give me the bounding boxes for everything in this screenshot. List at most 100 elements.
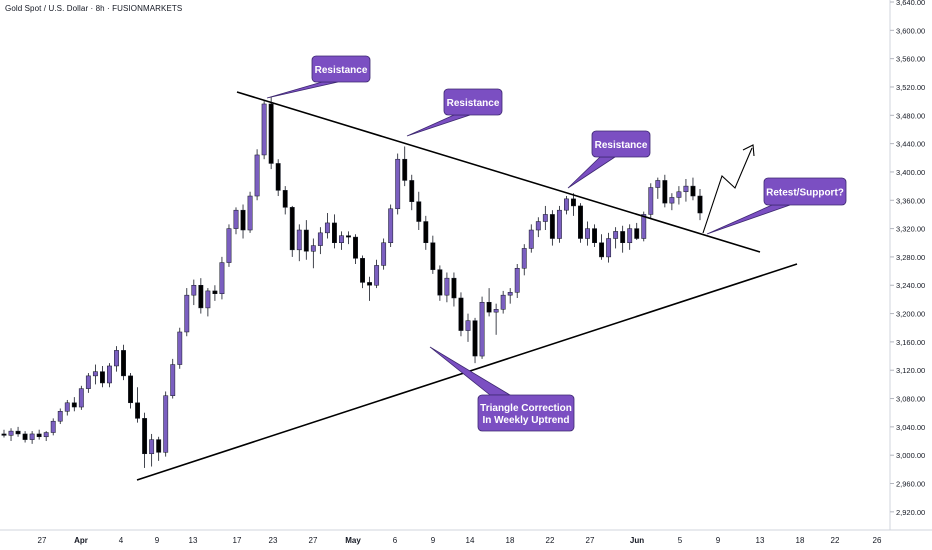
callout-label[interactable]: Triangle Correction In Weekly Uptrend	[429, 346, 575, 432]
price-tick-label: 3,640.00	[896, 0, 925, 7]
candle	[571, 193, 576, 216]
candle	[493, 303, 499, 335]
candle	[29, 431, 35, 444]
candle	[43, 431, 49, 442]
time-tick-label: Apr	[74, 536, 88, 545]
candle	[226, 224, 232, 267]
time-tick-label: 9	[155, 536, 160, 545]
price-tick-label: 3,240.00	[896, 281, 925, 290]
time-tick-label: 13	[756, 536, 765, 545]
candle	[71, 397, 77, 412]
time-tick-label: May	[345, 536, 361, 545]
descending-resistance-line[interactable]	[236, 91, 761, 253]
candle	[388, 204, 394, 248]
candle	[149, 433, 155, 467]
time-axis[interactable]: 27 Apr 4 9 13 17 23 27 May 6 9 14 18 22 27 Jun 5 9 13 18 22 2…	[0, 529, 932, 545]
callout-label[interactable]: Resistance	[567, 130, 651, 189]
candle	[599, 234, 605, 260]
time-tick-label: 26	[873, 536, 882, 545]
candle	[507, 288, 513, 304]
time-tick-label: 18	[506, 536, 515, 545]
candle	[191, 279, 197, 306]
candle	[64, 399, 70, 416]
candle	[381, 238, 387, 270]
price-tick-label: 2,960.00	[896, 480, 925, 489]
candle	[114, 346, 119, 372]
candle	[367, 276, 373, 301]
callout-text: Resistance	[595, 140, 648, 151]
candle	[128, 373, 133, 409]
projection-path	[702, 147, 753, 234]
candle	[458, 292, 464, 337]
candle	[78, 385, 84, 410]
candle	[317, 227, 323, 255]
candle	[121, 344, 126, 381]
candle	[402, 146, 408, 187]
candle	[310, 238, 316, 269]
price-tick-label: 3,400.00	[896, 168, 925, 177]
candle	[85, 373, 91, 393]
candle	[296, 224, 302, 262]
candle	[36, 429, 42, 440]
candle	[655, 177, 661, 199]
candle	[395, 153, 401, 215]
candle	[142, 412, 148, 468]
candle	[374, 259, 380, 289]
candle	[486, 288, 492, 317]
time-tick-label: 6	[393, 536, 398, 545]
time-tick-label: 27	[38, 536, 47, 545]
candle	[578, 203, 583, 243]
candle	[219, 256, 225, 300]
time-tick-label: 4	[119, 536, 124, 545]
candle	[437, 265, 443, 301]
candle	[50, 418, 56, 436]
candle	[648, 183, 654, 219]
callout-label[interactable]: Retest/Support?	[706, 177, 847, 235]
price-tick-label: 3,160.00	[896, 338, 925, 347]
time-tick-label: Jun	[630, 536, 644, 545]
callout-label[interactable]: Resistance	[406, 88, 503, 137]
candle	[542, 205, 548, 231]
trendlines[interactable]	[136, 91, 798, 481]
candle	[409, 174, 415, 211]
candle	[690, 177, 696, 201]
candle	[324, 213, 330, 239]
candle	[261, 101, 267, 160]
candle	[107, 363, 112, 388]
callout-label[interactable]: Resistance	[266, 55, 371, 99]
candle	[563, 196, 569, 215]
callout-text: Retest/Support?	[766, 188, 844, 199]
candle	[331, 214, 337, 249]
time-tick-label: 22	[831, 536, 840, 545]
candle	[423, 215, 429, 250]
candle	[8, 428, 14, 442]
price-tick-label: 3,440.00	[896, 140, 925, 149]
candle	[156, 436, 162, 461]
callout-text: Triangle Correction In Weekly Uptrend	[480, 403, 572, 426]
candle	[247, 191, 253, 233]
candle	[22, 431, 28, 443]
price-tick-label: 3,000.00	[896, 451, 925, 460]
candle	[535, 217, 541, 238]
price-tick-label: 3,520.00	[896, 83, 925, 92]
candle	[669, 193, 675, 211]
candle	[613, 227, 619, 249]
candle	[135, 387, 141, 423]
candle	[99, 365, 105, 388]
candle	[289, 205, 295, 257]
price-axis[interactable]: 2,920.00 2,960.00 3,000.00 3,040.00 3,080.00…	[889, 0, 925, 530]
candle	[465, 313, 471, 342]
time-tick-label: 27	[586, 536, 595, 545]
candle	[444, 272, 450, 303]
arrow-head-icon	[742, 144, 755, 157]
candle	[282, 186, 288, 215]
candle	[479, 296, 485, 359]
annotations[interactable]: Resistance Resistance Resistance Retest/Sup…	[266, 55, 847, 432]
candle	[346, 231, 351, 245]
price-tick-label: 3,080.00	[896, 395, 925, 404]
callout-text: Resistance	[315, 65, 368, 76]
candle	[662, 174, 668, 208]
candle	[339, 231, 344, 250]
candle	[275, 159, 281, 197]
